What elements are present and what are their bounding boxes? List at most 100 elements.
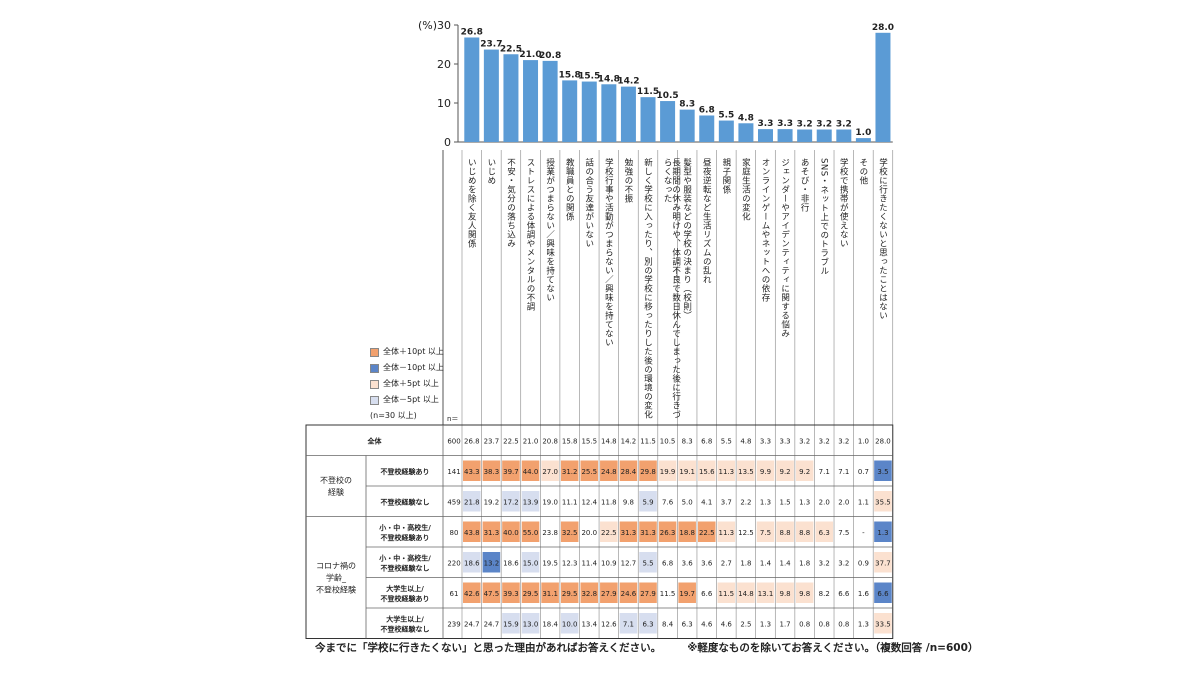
category-label: 教職員との関係 [564, 158, 575, 221]
table-cell-value: 26.3 [660, 529, 676, 537]
bar [562, 80, 578, 142]
table-cell-value: 2.0 [819, 498, 830, 506]
table-n-value: 600 [447, 437, 460, 445]
table-cell-value: 47.5 [484, 590, 500, 598]
table-cell-value: 21.8 [464, 498, 480, 506]
table-cell-value: 28.4 [621, 468, 637, 476]
table-cell-value: 0.9 [858, 559, 869, 567]
table-cell-highlight [776, 582, 794, 603]
table-cell-highlight [521, 582, 540, 603]
table-cell-highlight [717, 582, 736, 603]
bar-chart: 01020(%)3026.823.722.521.020.815.815.514… [305, 19, 894, 639]
table-cell-value: 27.9 [640, 590, 656, 598]
table-cell-value: 19.5 [542, 559, 558, 567]
legend-label: 全体－5pt 以上 [383, 395, 439, 404]
table-cell-highlight [482, 521, 501, 542]
table-cell-highlight [463, 582, 481, 603]
table-cell-highlight [600, 582, 618, 603]
table-cell-value: 22.5 [601, 529, 617, 537]
bar [483, 49, 499, 142]
bar [855, 138, 871, 142]
table-cell-value: 7.1 [819, 468, 830, 476]
table-cell-value: 19.9 [660, 468, 676, 476]
table-cell-value: 7.1 [838, 468, 849, 476]
category-label: 学校行事や活動がつまらない／興味を持てない [603, 158, 614, 347]
table-cell-value: 1.3 [760, 620, 771, 628]
bar [836, 129, 852, 142]
table-cell-value: 29.5 [562, 590, 578, 598]
table-cell-value: 9.8 [623, 498, 634, 506]
footer: 今までに「学校に行きたくない」と思った理由があればお答えください。 ※軽度なものを… [315, 640, 978, 655]
table-cell-value: 4.8 [740, 437, 751, 445]
table-cell-value: 14.2 [621, 437, 637, 445]
table-cell-highlight [639, 521, 657, 542]
table-cell-value: 7.5 [760, 529, 771, 537]
table-cell-value: 7.6 [662, 498, 674, 506]
table-cell-value: 15.6 [699, 468, 715, 476]
table-cell-value: 15.8 [562, 437, 578, 445]
bar-value-label: 10.5 [656, 91, 678, 101]
table-cell-value: 31.1 [542, 590, 558, 598]
table-cell-highlight [639, 582, 657, 603]
table-cell-value: 24.8 [601, 468, 617, 476]
table-cell-value: 32.5 [562, 529, 578, 537]
table-cell-value: 38.3 [484, 468, 500, 476]
table-cell-value: 19.0 [542, 498, 558, 506]
table-cell-value: 1.1 [858, 498, 869, 506]
table-cell-value: 9.2 [779, 468, 790, 476]
table-cell-highlight [521, 460, 540, 481]
table-cell-value: 20.0 [581, 529, 597, 537]
category-label: 昼夜逆転など生活リズムの乱れ [701, 158, 712, 284]
table-cell-highlight [560, 460, 579, 481]
table-cell-value: 44.0 [523, 468, 539, 476]
legend-label: 全体＋10pt 以上 [383, 347, 444, 356]
table-n-value: 220 [447, 559, 460, 567]
table-row-label: 不登校経験なし [381, 624, 430, 633]
table-cell-highlight [502, 582, 520, 603]
bar-value-label: 1.0 [855, 128, 871, 138]
category-label: ストレスによる体調やメンタルの不調 [525, 158, 536, 311]
table-cell-highlight [502, 521, 520, 542]
table-cell-value: 29.8 [640, 468, 656, 476]
table-cell-value: 8.4 [662, 620, 674, 628]
table-row-label: 大学生以上/ [386, 584, 424, 593]
bar [875, 32, 891, 142]
table-cell-highlight [874, 491, 892, 512]
table-cell-value: 2.7 [721, 559, 732, 567]
table-cell-value: 26.8 [464, 437, 480, 445]
table-cell-value: 28.0 [875, 437, 891, 445]
table-cell-value: 24.7 [484, 620, 500, 628]
table-cell-value: 11.5 [640, 437, 656, 445]
table-cell-value: 6.8 [701, 437, 712, 445]
table-cell-value: 3.6 [682, 559, 694, 567]
table-cell-highlight [678, 521, 696, 542]
table-cell-value: 1.3 [799, 498, 810, 506]
table-cell-highlight [482, 460, 501, 481]
table-cell-value: 18.6 [464, 559, 480, 567]
y-tick-label: 10 [437, 97, 451, 110]
table-cell-value: 2.0 [838, 498, 849, 506]
table-cell-value: 20.8 [542, 437, 558, 445]
table-cell-value: 6.8 [662, 559, 673, 567]
footer-note: ※軽度なものを除いてお答えください。（複数回答 /n=600） [687, 642, 979, 654]
table-cell-value: 0.8 [799, 620, 810, 628]
table-cell-value: 39.3 [503, 590, 519, 598]
table-cell-highlight [756, 460, 775, 481]
table-cell-value: 6.6 [838, 590, 850, 598]
table-cell-value: 3.7 [721, 498, 732, 506]
table-cell-value: 13.5 [738, 468, 754, 476]
table-cell-highlight [795, 521, 814, 542]
table-cell-highlight [874, 460, 892, 481]
table-cell-highlight [521, 491, 540, 512]
table-cell-highlight [795, 582, 814, 603]
table-n-value: 239 [447, 620, 460, 628]
table-cell-value: 8.8 [799, 529, 810, 537]
table-cell-highlight [541, 460, 559, 481]
table-cell-value: 25.5 [581, 468, 597, 476]
table-cell-value: 9.8 [799, 590, 810, 598]
table-cell-value: 12.3 [562, 559, 578, 567]
table-cell-value: 5.5 [721, 437, 732, 445]
bar [620, 86, 636, 142]
table-cell-highlight [502, 460, 520, 481]
table-cell-value: 32.8 [581, 590, 597, 598]
